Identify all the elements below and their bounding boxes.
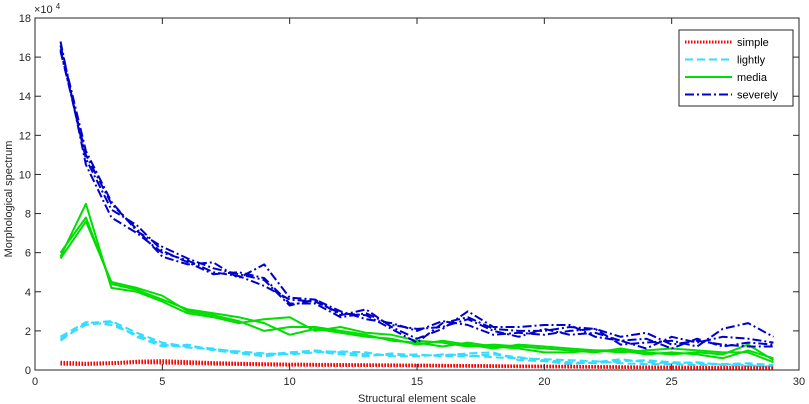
ticks-layer: 0 5 10 15 20 25 30 0 2 4 6 8 10 12 14 16 18 xyxy=(19,13,805,388)
x-tick-label: 15 xyxy=(411,376,423,388)
y-tick-label: 0 xyxy=(25,365,31,377)
y-exponent-base: ×10 xyxy=(34,4,53,16)
series-line-severely-1 xyxy=(59,41,774,348)
x-tick-label: 30 xyxy=(793,376,805,388)
legend-label-media: media xyxy=(737,72,768,84)
series-line-severely-2 xyxy=(59,50,774,350)
series-line-simple-3 xyxy=(60,361,774,371)
y-tick-label: 6 xyxy=(25,248,31,260)
y-tick-label: 14 xyxy=(19,91,31,103)
y-exponent-power: 4 xyxy=(56,2,61,11)
y-tick-label: 10 xyxy=(19,169,31,181)
legend-label-simple: simple xyxy=(737,37,769,49)
series-line-severely-3 xyxy=(59,45,774,348)
y-axis-label: Morphological spectrum xyxy=(3,141,15,258)
x-tick-label: 20 xyxy=(538,376,550,388)
series-line-media-2 xyxy=(59,202,775,362)
series-line-media-3 xyxy=(59,216,774,364)
series-line-severely-4 xyxy=(59,49,774,350)
x-tick-label: 25 xyxy=(666,376,678,388)
x-axis-label: Structural element scale xyxy=(358,393,476,404)
legend-label-severely: severely xyxy=(737,90,778,102)
y-tick-label: 12 xyxy=(19,130,31,142)
y-tick-label: 16 xyxy=(19,52,31,64)
x-tick-label: 5 xyxy=(159,376,165,388)
series-line-lightly-3 xyxy=(59,321,774,369)
x-tick-label: 10 xyxy=(284,376,296,388)
y-tick-label: 18 xyxy=(19,13,31,25)
legend: simple lightly media severely xyxy=(678,29,794,107)
y-tick-label: 2 xyxy=(25,326,31,338)
y-exponent-label: ×10 4 xyxy=(34,2,61,16)
y-tick-label: 8 xyxy=(25,209,31,221)
series-layer xyxy=(59,41,775,371)
y-tick-label: 4 xyxy=(25,287,31,299)
legend-label-lightly: lightly xyxy=(737,55,766,67)
x-tick-label: 0 xyxy=(32,376,38,388)
